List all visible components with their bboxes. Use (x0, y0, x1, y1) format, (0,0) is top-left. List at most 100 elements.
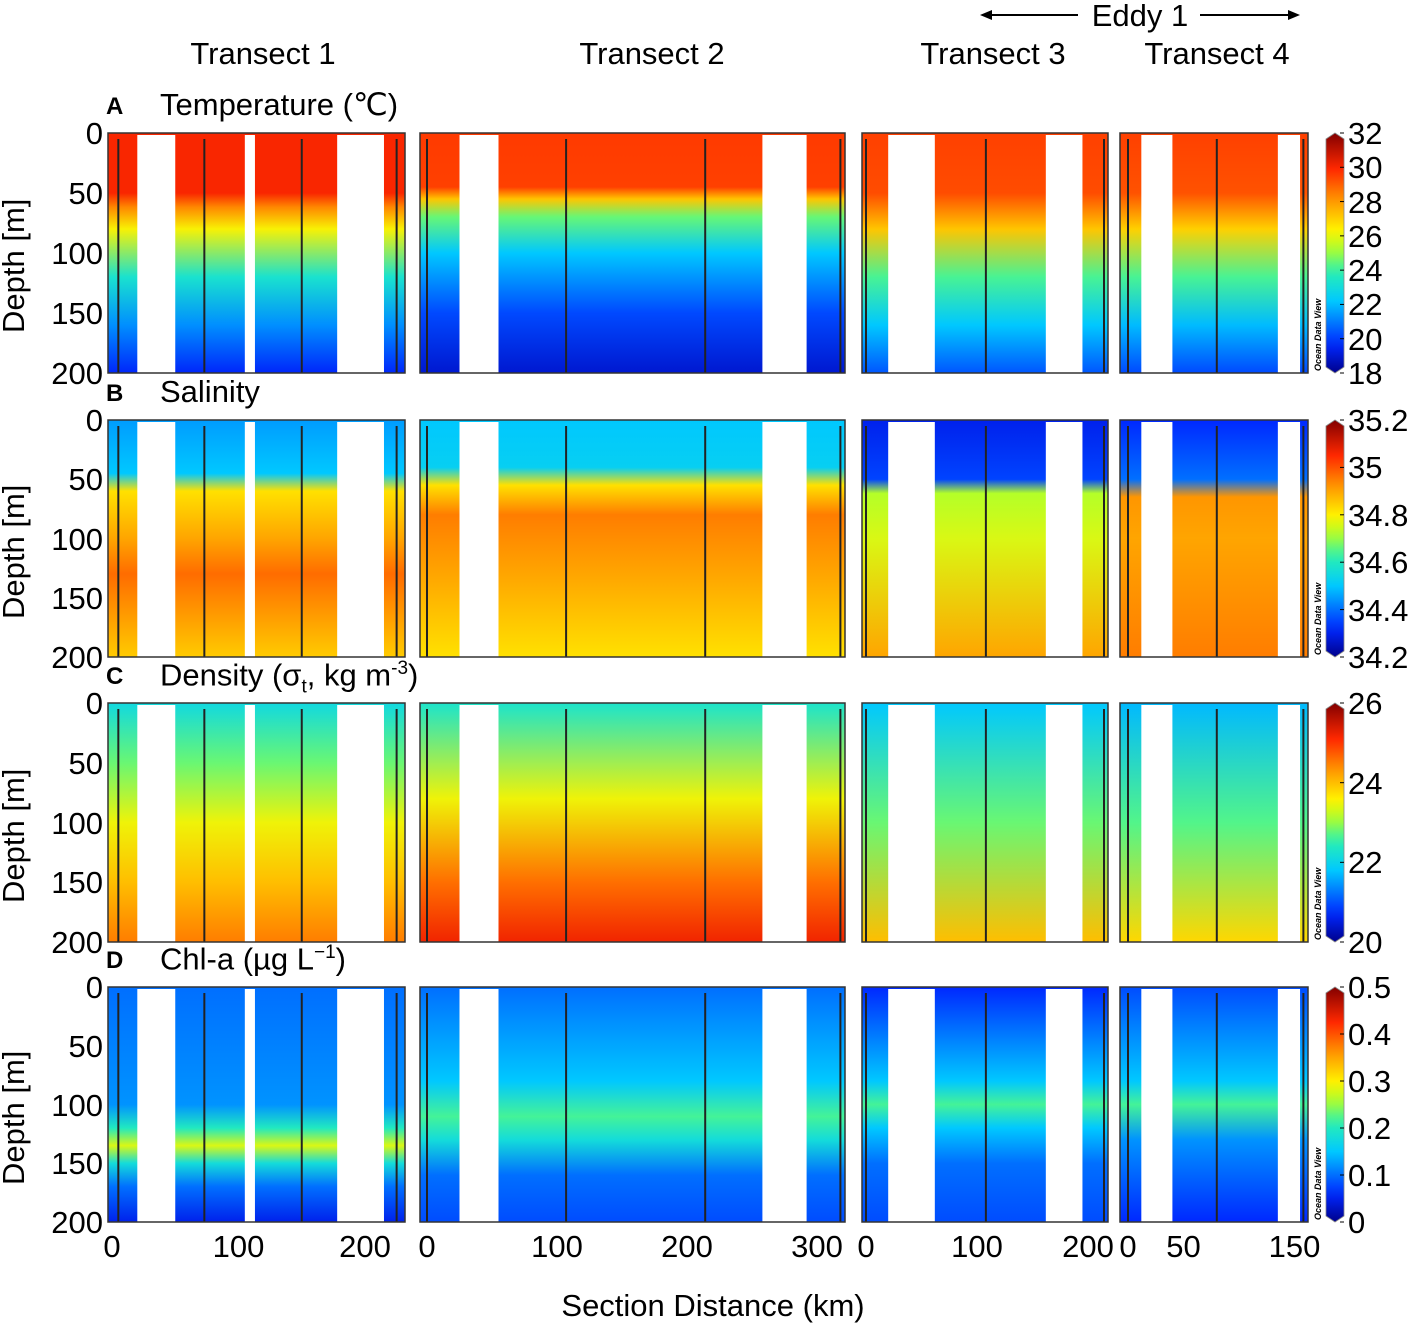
y-tick-label: 200 (51, 1205, 103, 1240)
panel-title-D: Chl-a (µg L−1) (160, 941, 346, 977)
panel-title-C: Density (σt, kg m-3) (160, 657, 419, 698)
colorbar-C (1325, 702, 1345, 943)
colorbar-tick-label: 26 (1348, 218, 1383, 254)
data-gap (1277, 422, 1301, 657)
panel-frame (1119, 132, 1309, 374)
eddy-arrow-left-head (980, 10, 992, 20)
data-gap (762, 135, 807, 373)
y-tick-label: 50 (68, 1028, 103, 1064)
x-tick-label: 0 (857, 1229, 875, 1264)
eddy-arrow-right-head (1288, 10, 1300, 20)
colorbar-tick-label: 34.2 (1348, 640, 1409, 675)
data-gap (459, 135, 499, 373)
ocean-data-view-watermark: Ocean Data View (1313, 1147, 1323, 1220)
y-axis-title: Depth [m] (0, 1050, 31, 1185)
data-gap (337, 135, 384, 373)
transect-3-header: Transect 3 (920, 36, 1066, 71)
colorbar-tick-label: 28 (1348, 184, 1383, 220)
panel-frame (419, 132, 846, 374)
data-gap (459, 989, 499, 1222)
colorbar-tick-label: 20 (1348, 925, 1383, 960)
data-gap (1045, 989, 1083, 1222)
y-tick-label: 50 (68, 176, 103, 211)
panel-frame (861, 986, 1109, 1223)
data-gap (1141, 989, 1173, 1222)
y-tick-label: 100 (51, 1087, 103, 1123)
y-tick-label: 100 (51, 236, 103, 271)
data-gap (244, 705, 255, 942)
y-tick-label: 200 (51, 356, 103, 391)
data-gap (244, 422, 255, 657)
panel-letter-A: A (106, 93, 124, 120)
y-tick-label: 0 (85, 403, 103, 438)
colorbar-tick-label: 26 (1348, 686, 1383, 721)
colorbar-tick-label: 35.2 (1348, 403, 1409, 438)
x-tick-label: 0 (1119, 1229, 1137, 1264)
colorbar-tick-label: 22 (1348, 845, 1383, 881)
y-tick-label: 0 (85, 686, 103, 721)
colorbar-D (1325, 986, 1345, 1223)
y-tick-label: 100 (51, 805, 103, 841)
x-tick-label: 300 (791, 1229, 843, 1264)
y-tick-label: 200 (51, 640, 103, 675)
panel-frame (107, 132, 406, 374)
data-gap (762, 705, 807, 942)
data-gap (337, 705, 384, 942)
colorbar-tick-label: 24 (1348, 253, 1383, 289)
panel-frame (861, 702, 1109, 943)
transect-4-header: Transect 4 (1144, 36, 1290, 71)
x-tick-label: 50 (1166, 1229, 1201, 1264)
transect-1-header: Transect 1 (190, 36, 336, 71)
panel-frame (1119, 702, 1309, 943)
x-tick-label: 100 (531, 1229, 583, 1264)
colorbar-tick-label: 32 (1348, 116, 1383, 151)
y-axis-title: Depth [m] (0, 198, 31, 333)
data-gap (337, 989, 384, 1222)
data-gap (1045, 705, 1083, 942)
y-tick-label: 50 (68, 462, 103, 498)
colorbar-tick-label: 0 (1348, 1205, 1366, 1240)
y-tick-label: 200 (51, 925, 103, 960)
colorbar-tick-label: 20 (1348, 321, 1383, 357)
data-gap (888, 422, 935, 657)
panel-frame (107, 702, 406, 943)
ocean-data-view-watermark: Ocean Data View (1313, 867, 1323, 940)
x-axis-title: Section Distance (km) (561, 1288, 865, 1323)
colorbar-tick-label: 34.4 (1348, 592, 1409, 628)
panel-frame (861, 419, 1109, 658)
y-tick-label: 150 (51, 580, 103, 616)
colorbar-tick-label: 34.6 (1348, 545, 1409, 581)
colorbar-tick-label: 0.4 (1348, 1017, 1392, 1052)
colorbar-tick-label: 0.2 (1348, 1111, 1392, 1146)
panel-frame (419, 702, 846, 943)
data-gap (1141, 705, 1173, 942)
y-tick-label: 150 (51, 1146, 103, 1182)
data-gap (1277, 135, 1301, 373)
colorbar-A (1325, 132, 1345, 374)
panel-frame (419, 986, 846, 1223)
y-tick-label: 50 (68, 745, 103, 781)
data-gap (244, 135, 255, 373)
colorbar-tick-label: 0.1 (1348, 1158, 1392, 1193)
x-tick-label: 200 (1062, 1229, 1114, 1264)
data-gap (459, 422, 499, 657)
panel-frame (419, 419, 846, 658)
data-gap (137, 135, 176, 373)
x-tick-label: 100 (951, 1229, 1003, 1264)
colorbar-B (1325, 419, 1345, 658)
x-tick-label: 150 (1268, 1229, 1321, 1264)
panel-letter-C: C (106, 663, 124, 690)
data-gap (1141, 135, 1173, 373)
data-gap (337, 422, 384, 657)
data-gap (1141, 422, 1173, 657)
data-gap (762, 989, 807, 1222)
transect-2-header: Transect 2 (579, 36, 725, 71)
colorbar-tick-label: 22 (1348, 287, 1383, 323)
panel-title-A: Temperature (℃) (160, 87, 399, 122)
colorbar-tick-label: 0.5 (1348, 970, 1392, 1005)
data-gap (137, 422, 176, 657)
data-gap (137, 989, 176, 1222)
x-tick-label: 0 (103, 1229, 121, 1264)
y-tick-label: 100 (51, 521, 103, 557)
